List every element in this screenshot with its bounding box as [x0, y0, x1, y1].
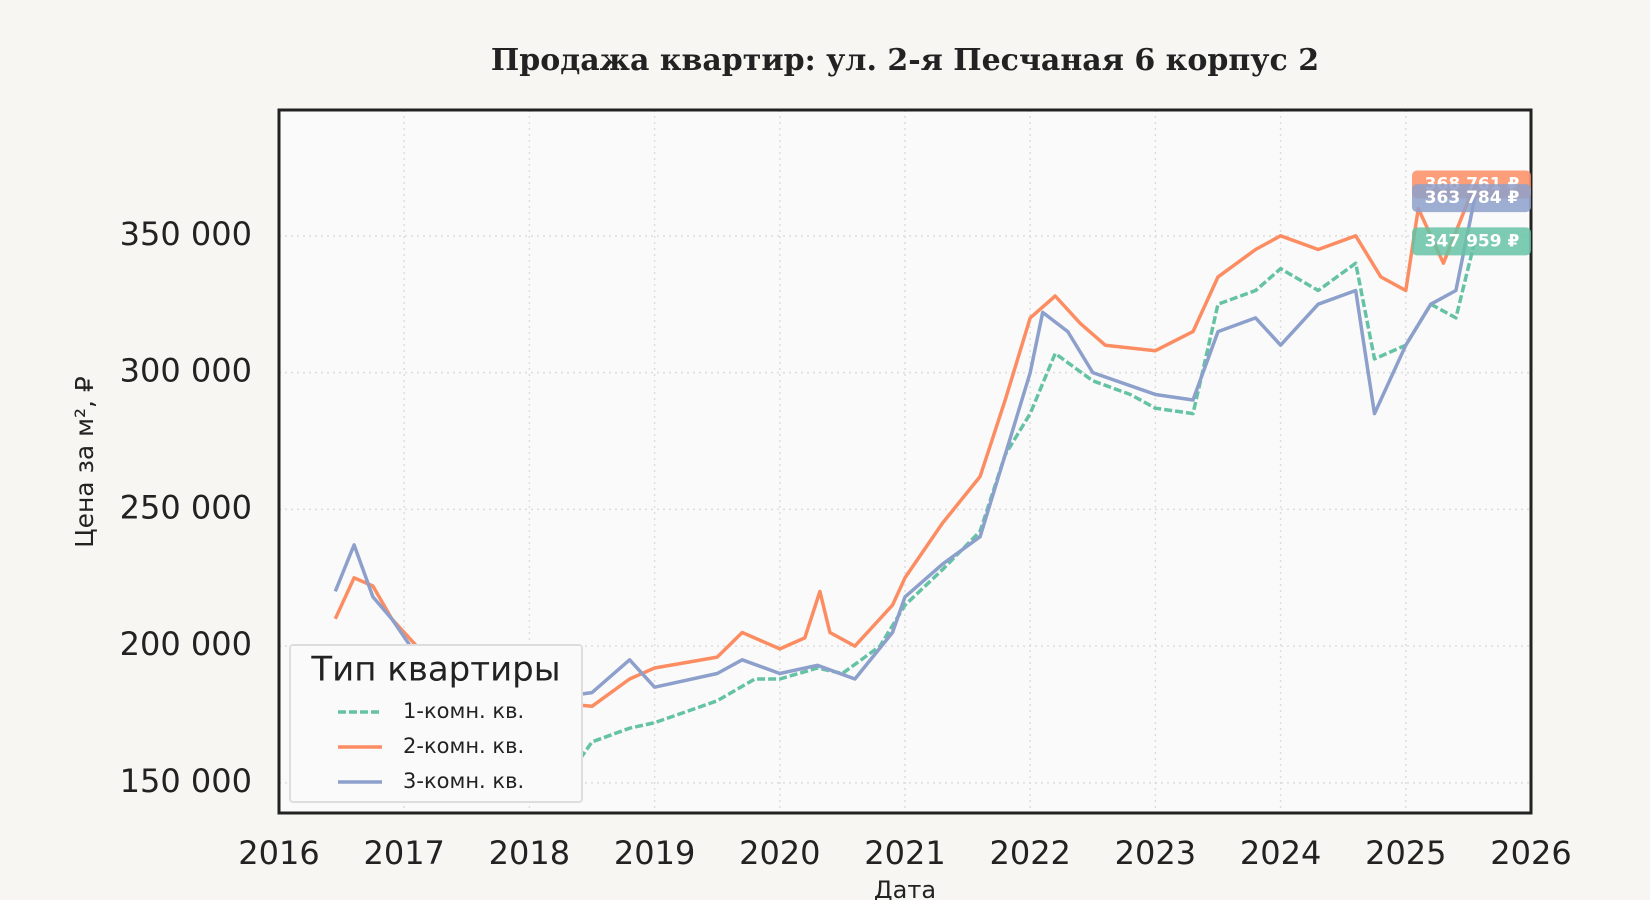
legend-title: Тип квартиры: [310, 650, 560, 690]
legend-label: 2-комн. кв.: [403, 734, 524, 758]
y-tick-label: 250 000: [120, 488, 252, 526]
y-tick-label: 300 000: [120, 352, 252, 390]
legend-label: 1-комн. кв.: [403, 699, 524, 723]
x-tick-label: 2023: [1115, 834, 1196, 872]
y-axis-label: Цена за м², ₽: [70, 376, 99, 548]
x-tick-label: 2022: [989, 834, 1070, 872]
y-tick-label: 150 000: [120, 762, 252, 800]
x-tick-label: 2026: [1490, 834, 1571, 872]
x-tick-label: 2019: [614, 834, 695, 872]
legend-label: 3-комн. кв.: [403, 769, 524, 793]
chart-title: Продажа квартир: ул. 2-я Песчаная 6 корп…: [491, 43, 1319, 78]
x-tick-label: 2020: [739, 834, 820, 872]
x-axis-label: Дата: [874, 876, 936, 900]
end-label-box: [1412, 227, 1531, 256]
y-tick-label: 200 000: [120, 625, 252, 663]
x-tick-label: 2016: [238, 834, 319, 872]
plot-border: [277, 108, 1533, 815]
x-tick-label: 2018: [489, 834, 570, 872]
y-tick-label: 350 000: [120, 215, 252, 253]
legend-box: [289, 644, 583, 803]
end-label-box: [1412, 184, 1531, 213]
end-label: 347 959 ₽: [1425, 231, 1520, 251]
x-tick-label: 2024: [1240, 834, 1321, 872]
x-tick-label: 2025: [1365, 834, 1446, 872]
end-label: 363 784 ₽: [1425, 188, 1520, 208]
x-tick-label: 2021: [864, 834, 945, 872]
x-tick-label: 2017: [363, 834, 444, 872]
